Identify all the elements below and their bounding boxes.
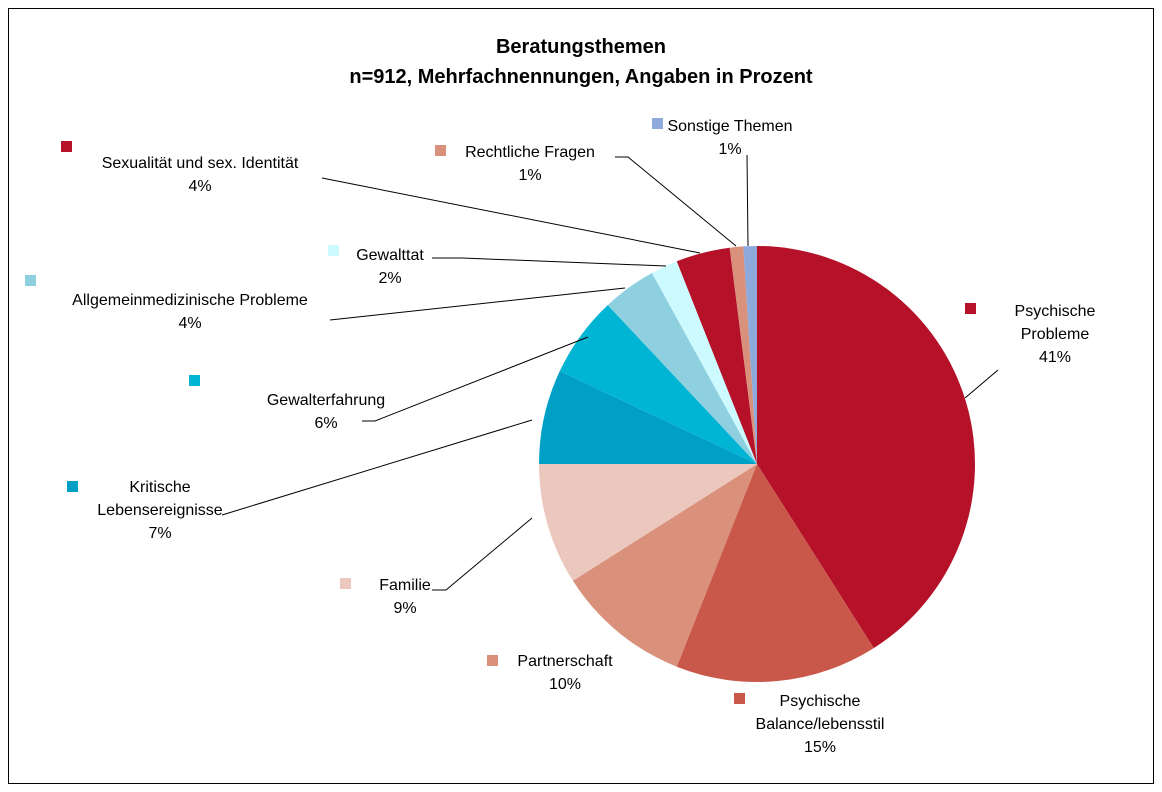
value-label: 1% <box>718 141 742 158</box>
leader-line <box>615 156 737 247</box>
value-label: 7% <box>148 525 172 542</box>
leader-line <box>329 287 626 321</box>
category-label: Kritische Lebensereignisse <box>97 479 223 519</box>
pie-slice <box>757 246 975 649</box>
pie-slice <box>572 464 757 667</box>
legend-swatch <box>340 578 351 589</box>
legend-swatch <box>328 245 339 256</box>
legend-swatch <box>487 655 498 666</box>
leader-line <box>432 257 667 267</box>
legend-swatch <box>189 375 200 386</box>
pie-slice <box>729 246 757 464</box>
category-label: Rechtliche Fragen <box>465 144 595 161</box>
pie-slice <box>676 464 874 683</box>
leader-line <box>746 154 749 247</box>
category-label: Sexualität und sex. Identität <box>101 155 299 172</box>
value-label: 2% <box>378 270 402 287</box>
value-label: 41% <box>1038 349 1072 366</box>
category-label: Partnerschaft <box>517 653 613 670</box>
legend-swatch <box>734 693 745 704</box>
category-label: Psychische Balance/lebensstil <box>755 693 885 733</box>
legend-swatch <box>25 275 36 286</box>
chart-title: Beratungsthemen <box>495 36 667 58</box>
value-label: 6% <box>314 415 338 432</box>
pie-slice <box>539 371 757 464</box>
legend-swatch <box>67 481 78 492</box>
chart-frame <box>8 8 1154 784</box>
category-label: Allgemeinmedizinische Probleme <box>72 292 308 309</box>
legend-swatch <box>965 303 976 314</box>
leader-line <box>432 517 533 591</box>
pie-slice <box>651 261 757 464</box>
legend-swatch <box>652 118 663 129</box>
pie-slice <box>743 246 757 464</box>
pie-slice <box>607 272 757 464</box>
category-label: Familie <box>379 577 431 594</box>
legend-swatch <box>435 145 446 156</box>
value-label: 4% <box>188 178 212 195</box>
value-label: 9% <box>393 600 417 617</box>
pie-slice <box>676 247 757 464</box>
leader-line <box>221 419 533 516</box>
pie-slice <box>559 305 757 464</box>
value-label: 10% <box>548 676 582 693</box>
legend-swatch <box>61 141 72 152</box>
category-label: Sonstige Themen <box>667 118 793 135</box>
category-label: Gewalttat <box>356 247 424 264</box>
value-label: 4% <box>178 315 202 332</box>
leader-line <box>321 177 701 254</box>
leader-line <box>964 369 999 399</box>
chart-subtitle: n=912, Mehrfachnennungen, Angaben in Pro… <box>349 66 813 88</box>
value-label: 1% <box>518 167 542 184</box>
leader-line <box>362 336 589 422</box>
value-label: 15% <box>803 739 837 756</box>
pie-slice <box>539 464 757 581</box>
category-label: Psychische Probleme <box>1014 303 1096 343</box>
category-label: Gewalterfahrung <box>266 392 386 409</box>
